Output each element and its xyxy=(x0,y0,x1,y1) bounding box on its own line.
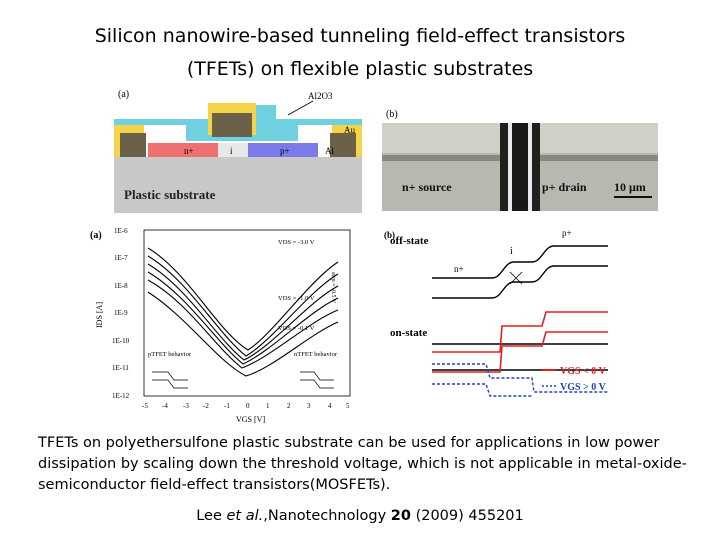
band-diagram: (b) off-state p+ i n+ on-state VGS < 0 V… xyxy=(384,228,608,397)
al2o3-label: Al2O3 xyxy=(308,91,333,101)
source-label: n+ source xyxy=(402,180,452,194)
ref-rest: (2009) 455201 xyxy=(410,508,524,524)
vds-step-label: step = -0.5 V xyxy=(330,272,336,304)
inset-band-diagrams xyxy=(152,371,334,389)
off-state-label: off-state xyxy=(390,235,429,247)
y-axis-label: IDS [A] xyxy=(95,302,104,328)
ref-etal: et al. xyxy=(226,508,264,524)
ref-volume: 20 xyxy=(390,508,411,524)
ref-journal: ,Nanotechnology xyxy=(263,508,391,524)
idvg-curves xyxy=(147,247,339,377)
p-region xyxy=(248,143,318,157)
i-region xyxy=(218,143,248,157)
xtick-9: 3 xyxy=(307,402,311,410)
ntfet-label: nTFET behavior xyxy=(294,351,338,358)
ref-authors: Lee xyxy=(196,508,227,524)
x-ticks: -5 -4 -3 -2 -1 0 1 2 3 4 5 xyxy=(142,402,350,410)
sem-micrograph: (b) n+ source p+ drain 10 μm xyxy=(382,109,658,211)
ytick-7: 1E-12 xyxy=(112,392,130,400)
plastic-substrate xyxy=(114,157,362,213)
ytick-1: 1E-6 xyxy=(114,227,128,235)
y-ticks: 1E-6 1E-7 1E-8 1E-9 1E-10 1E-11 1E-12 xyxy=(112,227,130,400)
plot-frame xyxy=(143,229,351,397)
plot-a-label: (a) xyxy=(90,230,102,241)
xtick-6: 0 xyxy=(246,402,250,410)
xtick-3: -3 xyxy=(183,402,189,410)
title-line-1: Silicon nanowire-based tunneling field-e… xyxy=(94,25,626,47)
band-p-label: p+ xyxy=(562,228,572,238)
au-label: Au xyxy=(344,125,355,135)
al-label: Al xyxy=(325,146,334,156)
p-plus-label: p+ xyxy=(280,146,290,156)
xtick-1: -5 xyxy=(142,402,148,410)
ytick-4: 1E-9 xyxy=(114,309,128,317)
ytick-6: 1E-11 xyxy=(112,364,129,372)
ptfet-label: pTFET behavior xyxy=(148,351,192,358)
scale-label: 10 μm xyxy=(614,180,646,194)
right-contact xyxy=(330,133,356,157)
legend-red-label: VGS < 0 V xyxy=(560,366,607,377)
caption-text: TFETs on polyethersulfone plastic substr… xyxy=(38,435,687,493)
xtick-5: -1 xyxy=(224,402,230,410)
xtick-11: 5 xyxy=(346,402,350,410)
drain-label: p+ drain xyxy=(542,180,587,194)
band-n-label: n+ xyxy=(454,264,464,274)
panel-a-label: (a) xyxy=(118,89,129,100)
band-i-label: i xyxy=(510,246,513,257)
xtick-10: 4 xyxy=(328,402,332,410)
xtick-4: -2 xyxy=(203,402,209,410)
on-state-blue-bands xyxy=(432,363,608,397)
substrate-label: Plastic substrate xyxy=(124,187,216,202)
vds-low-label: VDS = -0.1 V xyxy=(278,325,315,332)
title-line-2: (TFETs) on flexible plastic substrates xyxy=(186,58,534,80)
xtick-7: 1 xyxy=(266,402,270,410)
vds-mid-label: VDS = -1.0 V xyxy=(278,295,315,302)
x-axis-label: VGS [V] xyxy=(236,415,265,424)
legend-blue-label: VGS > 0 V xyxy=(560,382,607,393)
ytick-5: 1E-10 xyxy=(112,337,130,345)
ytick-3: 1E-8 xyxy=(114,282,128,290)
transfer-characteristics-plot: (a) 1E-6 1E-7 1E-8 1E-9 1E-10 1E-11 1E-1… xyxy=(90,227,351,424)
left-contact xyxy=(120,133,146,157)
on-state-red-bands xyxy=(432,311,608,373)
reference: Lee et al.,Nanotechnology 20 (2009) 4552… xyxy=(0,508,720,524)
n-plus-label: n+ xyxy=(184,146,194,156)
on-state-label: on-state xyxy=(390,327,427,339)
vds-top-label: VDS = -3.0 V xyxy=(278,239,315,246)
device-cross-section: (a) Al2O3 Plastic substrate n+ i p+ Al A… xyxy=(114,89,362,213)
i-label: i xyxy=(230,146,233,156)
n-region xyxy=(148,143,218,157)
off-state-bands xyxy=(432,245,608,299)
xtick-2: -4 xyxy=(162,402,168,410)
slide-title: Silicon nanowire-based tunneling field-e… xyxy=(0,20,720,86)
panel-b-label: (b) xyxy=(386,109,398,120)
xtick-8: 2 xyxy=(287,402,291,410)
plot-b-label: (b) xyxy=(384,230,395,240)
ytick-2: 1E-7 xyxy=(114,254,128,262)
on-state-bands-black xyxy=(432,343,608,371)
